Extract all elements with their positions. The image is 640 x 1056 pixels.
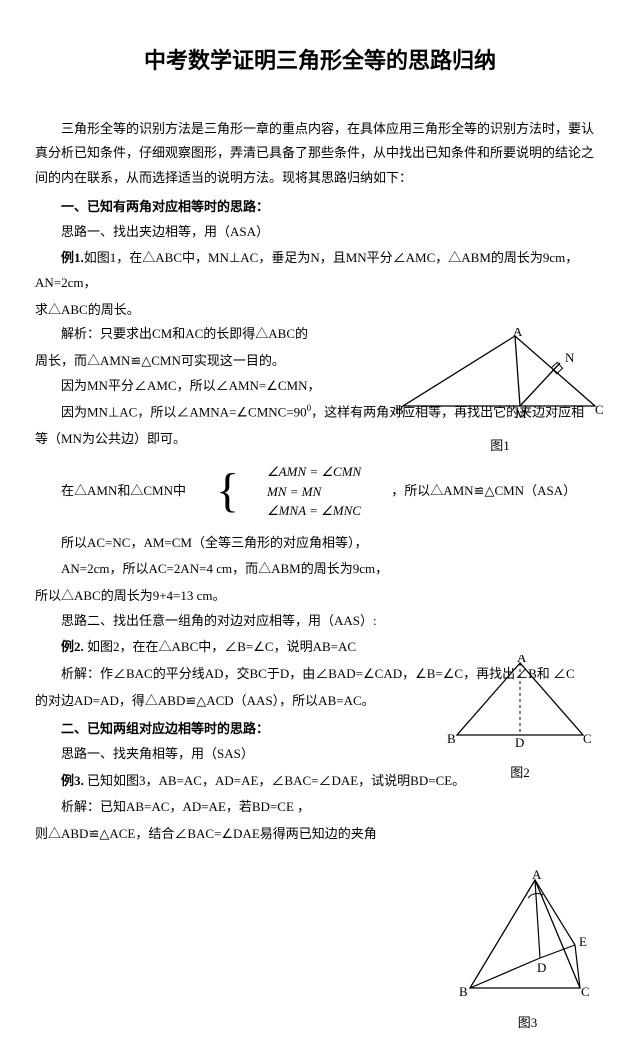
left-brace-icon: { [190, 467, 239, 515]
math-post: ，所以△AMN≌△CMN（ASA） [365, 479, 576, 504]
brace-content: ∠AMN = ∠CMN MN = MN ∠MNA = ∠MNC [241, 462, 361, 521]
section-1-heading: 一、已知有两角对应相等时的思路： [35, 195, 605, 220]
svg-text:C: C [583, 731, 592, 746]
math-pre: 在△AMN和△CMN中 [35, 479, 186, 504]
ex3-analysis-2: 则△ABD≌△ACE，结合∠BAC=∠DAE易得两已知边的夹角 [35, 822, 605, 847]
figure-2: A B C D 图2 [445, 655, 595, 785]
figure-1: A B C M N 图1 [395, 328, 605, 458]
svg-text:A: A [517, 655, 527, 665]
figure-2-caption: 图2 [445, 761, 595, 786]
math-line-2: MN = MN [241, 482, 361, 502]
figure-1-svg: A B C M N [395, 328, 605, 423]
page-title: 中考数学证明三角形全等的思路归纳 [35, 40, 605, 82]
ex1-analysis-8: 所以△ABC的周长为9+4=13 cm。 [35, 584, 605, 609]
svg-text:C: C [581, 984, 590, 999]
svg-text:A: A [532, 870, 542, 882]
example-3-text: 已知如图3，AB=AC，AD=AE，∠BAC=∠DAE，试说明BD=CE。 [87, 773, 465, 788]
route-1: 思路一、找出夹边相等，用（ASA） [35, 220, 605, 245]
svg-text:C: C [595, 402, 604, 417]
svg-text:B: B [459, 984, 468, 999]
example-1-label: 例1. [61, 250, 84, 265]
math-system: 在△AMN和△CMN中 { ∠AMN = ∠CMN MN = MN ∠MNA =… [35, 462, 605, 521]
brace-group: { ∠AMN = ∠CMN MN = MN ∠MNA = ∠MNC [190, 462, 361, 521]
svg-text:B: B [447, 731, 456, 746]
math-line-1: ∠AMN = ∠CMN [241, 462, 361, 482]
svg-text:N: N [565, 350, 575, 365]
example-2-text: 如图2，在在△ABC中，∠B=∠C，说明AB=AC [87, 639, 356, 654]
route-2: 思路二、找出任意一组角的对边对应相等，用（AAS）: [35, 609, 605, 634]
example-1: 例1.如图1，在△ABC中，MN⊥AC，垂足为N，且MN平分∠AMC，△ABM的… [35, 246, 605, 295]
svg-text:A: A [513, 328, 523, 339]
example-3-label: 例3. [61, 773, 84, 788]
figure-3-svg: A B C D E [455, 870, 600, 1000]
ex3-analysis-1: 析解：已知AB=AC，AD=AE，若BD=CE ， [35, 795, 605, 820]
example-1-tail: 求△ABC的周长。 [35, 298, 605, 323]
figure-1-caption: 图1 [395, 434, 605, 459]
svg-text:B: B [395, 402, 404, 417]
figure-2-svg: A B C D [445, 655, 595, 750]
figure-3: A B C D E 图3 [455, 870, 600, 1035]
ex1-a4-pre: 因为MN⊥AC，所以∠AMNA=∠CMNC=90 [61, 405, 307, 420]
ex1-analysis-7: AN=2cm，所以AC=2AN=4 cm，而△ABM的周长为9cm， [35, 557, 605, 582]
example-1-text: 如图1，在△ABC中，MN⊥AC，垂足为N，且MN平分∠AMC，△ABM的周长为… [35, 250, 578, 290]
example-2-label: 例2. [61, 639, 84, 654]
figure-3-caption: 图3 [455, 1011, 600, 1036]
svg-text:E: E [579, 934, 587, 949]
math-line-3: ∠MNA = ∠MNC [241, 501, 361, 521]
svg-text:D: D [515, 735, 524, 750]
intro-paragraph: 三角形全等的识别方法是三角形一章的重点内容，在具体应用三角形全等的识别方法时，要… [35, 117, 605, 191]
svg-text:D: D [537, 960, 546, 975]
svg-text:M: M [515, 406, 527, 421]
ex1-analysis-6: 所以AC=NC，AM=CM（全等三角形的对应角相等）， [35, 531, 605, 556]
